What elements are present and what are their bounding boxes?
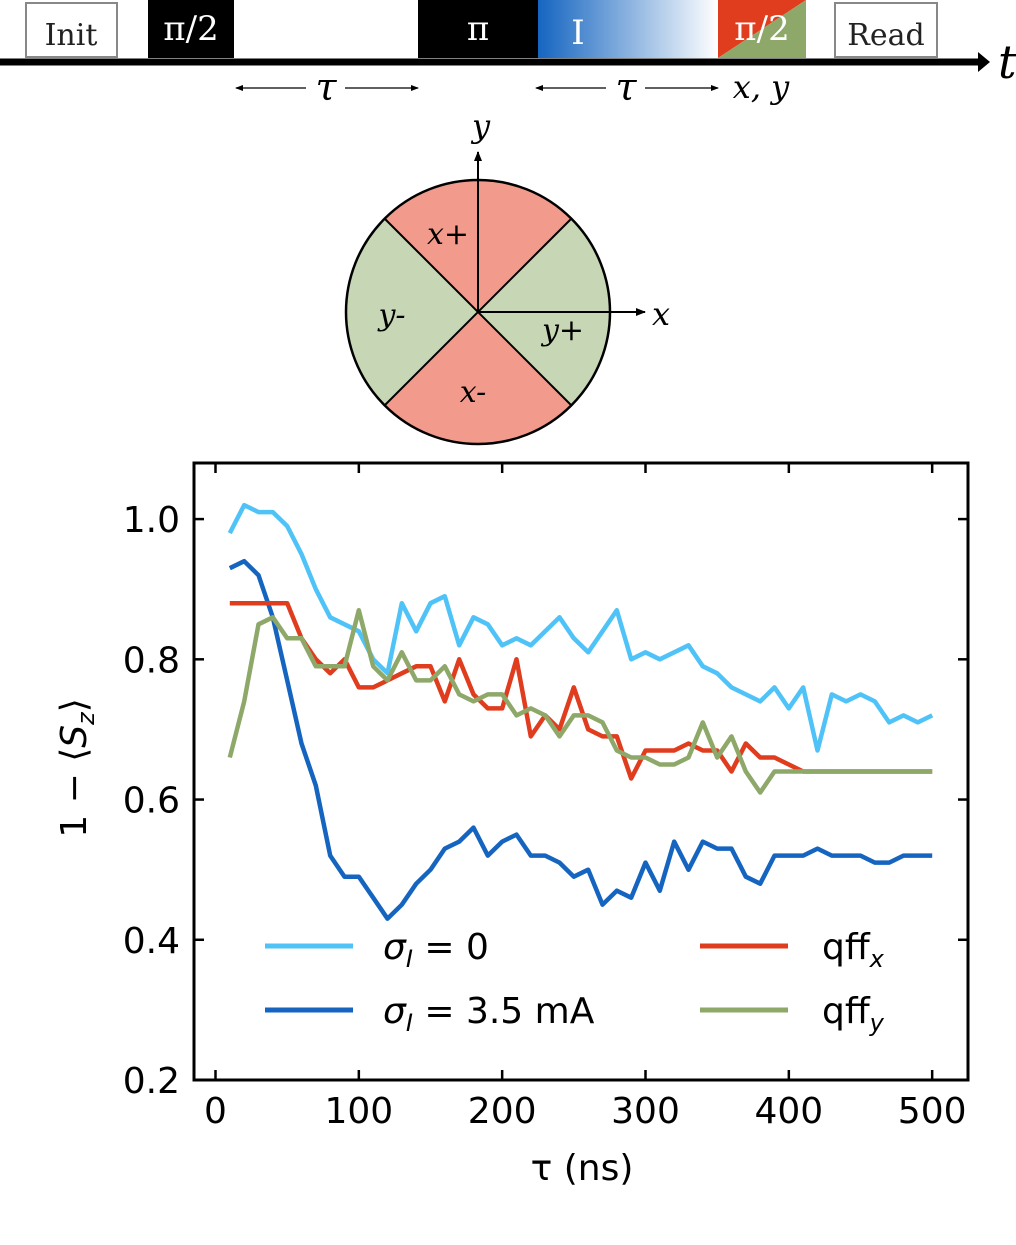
sector-label-x-plus: x+ bbox=[427, 217, 469, 252]
y-label-symbol: S bbox=[54, 725, 95, 748]
init-label: Init bbox=[45, 18, 98, 53]
init-box bbox=[25, 2, 118, 58]
current-pulse bbox=[538, 0, 718, 58]
legend-label-3: qffx bbox=[822, 927, 885, 973]
x-tick-label: 300 bbox=[611, 1091, 680, 1132]
tau-label-1: τ bbox=[315, 65, 337, 109]
pi-pulse-label: π bbox=[467, 9, 489, 49]
time-axis-arrowhead bbox=[978, 52, 990, 72]
y-tick-label: 0.8 bbox=[123, 640, 180, 681]
series-line-2 bbox=[228, 558, 933, 921]
legend-label-2: σI = 3.5 mA bbox=[383, 991, 595, 1037]
pi-half-pulse-3-green bbox=[718, 0, 806, 58]
y-label-suffix: ⟩ bbox=[54, 698, 95, 712]
series-line-3 bbox=[229, 600, 933, 781]
series-lines bbox=[227, 502, 934, 921]
sector-label-x-minus: x- bbox=[460, 375, 487, 410]
x-tick-label: 500 bbox=[898, 1091, 967, 1132]
sector-y-minus bbox=[346, 219, 478, 405]
x-tick-label: 100 bbox=[324, 1091, 393, 1132]
y-ticks: 0.2 0.4 0.6 0.8 1.0 bbox=[123, 500, 968, 1102]
diagram-x-axis-label: x bbox=[652, 295, 670, 333]
read-label: Read bbox=[847, 18, 924, 53]
legend-label-4: qffy bbox=[822, 991, 885, 1037]
y-label-prefix: 1 − ⟨ bbox=[54, 748, 95, 838]
y-tick-label: 1.0 bbox=[123, 500, 180, 541]
series-line-4 bbox=[227, 607, 933, 795]
current-pulse-label: I bbox=[571, 13, 584, 53]
y-tick-label: 0.2 bbox=[123, 1061, 180, 1102]
diagram-y-axis-label: y bbox=[470, 107, 491, 145]
plot-frame bbox=[192, 461, 970, 1082]
pi-half-pulse-1 bbox=[148, 0, 234, 58]
pulse-sequence: Init π/2 π I π/2 Read t τ τ x, y bbox=[0, 0, 1016, 109]
sector-x-minus bbox=[385, 312, 571, 444]
read-box bbox=[834, 2, 938, 58]
sector-label-y-minus: y- bbox=[376, 298, 405, 333]
time-axis-label: t bbox=[998, 35, 1016, 89]
phase-label: x, y bbox=[733, 68, 790, 106]
x-axis-label: τ (ns) bbox=[531, 1148, 634, 1189]
x-tick-label: 400 bbox=[754, 1091, 823, 1132]
x-tick-label: 200 bbox=[468, 1091, 537, 1132]
legend: σI = 0 σI = 3.5 mA qffx qffy bbox=[265, 927, 885, 1037]
pi-pulse bbox=[418, 0, 538, 58]
x-tick-label: 0 bbox=[204, 1091, 227, 1132]
pi-half-pulse-1-label: π/2 bbox=[163, 9, 218, 49]
y-tick-label: 0.4 bbox=[123, 921, 180, 962]
y-label-subscript: z bbox=[72, 711, 100, 726]
x-ticks: 0 100 200 300 400 500 bbox=[204, 463, 967, 1132]
plot-area: 0 100 200 300 400 500 0.20.40.60.81.0 σI = 0σ… bbox=[54, 461, 970, 1189]
pi-half-pulse-3-label: π/2 bbox=[734, 9, 789, 49]
y-axis-label: 1 − ⟨Sz⟩ bbox=[54, 698, 100, 838]
tau-label-2: τ bbox=[615, 65, 637, 109]
y-tick-label: 0.6 bbox=[123, 781, 180, 822]
legend-label-1: σI = 0 bbox=[383, 927, 489, 973]
series-line-1 bbox=[227, 502, 934, 753]
sector-label-y-plus: y+ bbox=[540, 313, 584, 348]
phase-diagram: y x x+ x- y- y+ bbox=[344, 107, 670, 446]
